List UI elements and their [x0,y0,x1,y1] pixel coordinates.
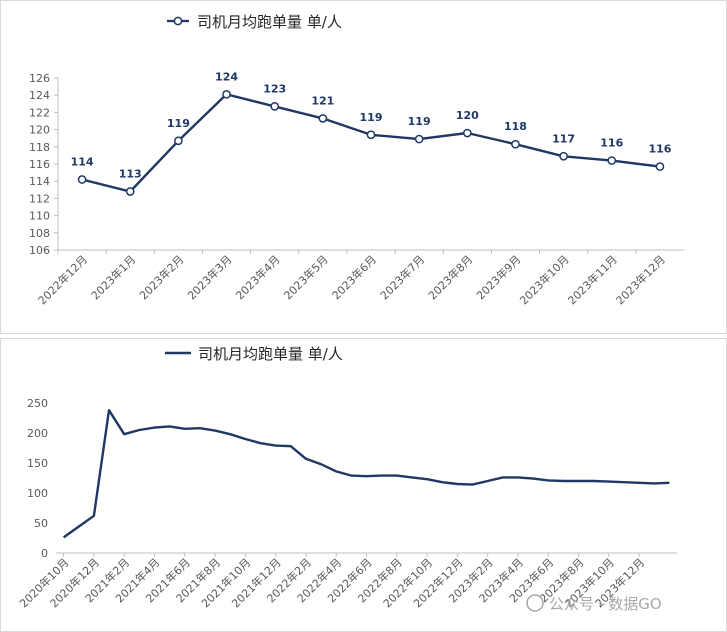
y-tick-label: 114 [29,175,50,188]
data-point [511,139,520,149]
y-tick-label: 106 [29,244,50,257]
y-tick-label: 118 [29,141,50,154]
x-tick-label: 2023年4月 [233,252,283,302]
data-point [222,89,231,99]
y-tick-label: 110 [29,210,50,223]
data-point [270,102,280,111]
y-tick-label: 122 [29,106,50,119]
data-point [174,136,183,146]
data-point [655,162,665,171]
data-label: 118 [504,120,527,133]
chart-top-svg: 司机月均跑单量 单/人 106 108 110 112 114 116 118 120 122 12… [29,13,684,307]
legend-label: 司机月均跑单量 单/人 [198,345,343,363]
chart-panel-bottom: 司机月均跑单量 单/人 0 50 100 150 200 250 2020年10月 2020年1… [0,338,727,632]
x-tick-label: 2023年11月 [565,252,620,307]
x-tick-label: 2023年9月 [473,252,523,302]
legend-label: 司机月均跑单量 单/人 [197,13,342,31]
y-tick-label: 124 [29,89,50,102]
data-label: 116 [600,137,623,150]
data-label: 123 [263,82,286,95]
data-point [462,128,472,138]
data-point [607,156,617,165]
x-tick-label: 2023年10月 [517,252,572,307]
data-label: 114 [71,155,94,168]
wechat-icon [526,594,544,612]
data-point [366,130,376,140]
y-tick-label: 200 [27,427,48,440]
legend-marker-swatch [173,16,183,26]
data-label: 124 [215,70,238,83]
data-label: 119 [167,117,190,130]
y-tick-label: 150 [27,457,48,470]
data-point [318,114,328,123]
x-tick-label: 2023年5月 [281,252,331,302]
x-tick-label: 2023年8月 [425,252,475,302]
y-tick-label: 50 [34,517,48,530]
x-tick-label: 2023年3月 [184,252,234,302]
y-tick-label: 120 [29,124,50,137]
y-tick-label: 116 [29,158,50,171]
x-tick-label: 2023年7月 [377,252,427,302]
x-tick-label: 2023年12月 [613,252,668,307]
data-point [559,151,568,161]
data-point [414,134,424,144]
chart-bottom-svg: 司机月均跑单量 单/人0501001502002502020年10月2020年1… [17,345,677,613]
y-tick-label: 0 [41,547,48,560]
x-tick-label: 2023年6月 [329,252,379,302]
data-label: 113 [119,168,142,181]
y-tick-label: 126 [29,72,50,85]
data-label: 121 [311,94,334,107]
y-tick-label: 100 [27,487,48,500]
data-label: 117 [552,132,575,145]
watermark-text: 公众号 · 数据GO [549,595,662,613]
y-tick-label: 112 [29,192,50,205]
data-label: 120 [456,109,479,122]
series-line [62,408,670,539]
data-label: 119 [360,111,383,124]
chart-panel-top: 司机月均跑单量 单/人 106 108 110 112 114 116 118 120 122 12… [0,0,727,334]
data-label: 116 [648,143,671,156]
data-point [77,175,87,184]
x-tick-label: 2023年1月 [88,252,138,302]
x-tick-label: 2023年2月 [136,252,186,302]
data-label: 119 [408,115,431,128]
y-tick-label: 108 [29,227,50,240]
data-point [125,187,135,196]
y-tick-label: 250 [27,397,48,410]
x-tick-label: 2022年12月 [35,252,90,307]
